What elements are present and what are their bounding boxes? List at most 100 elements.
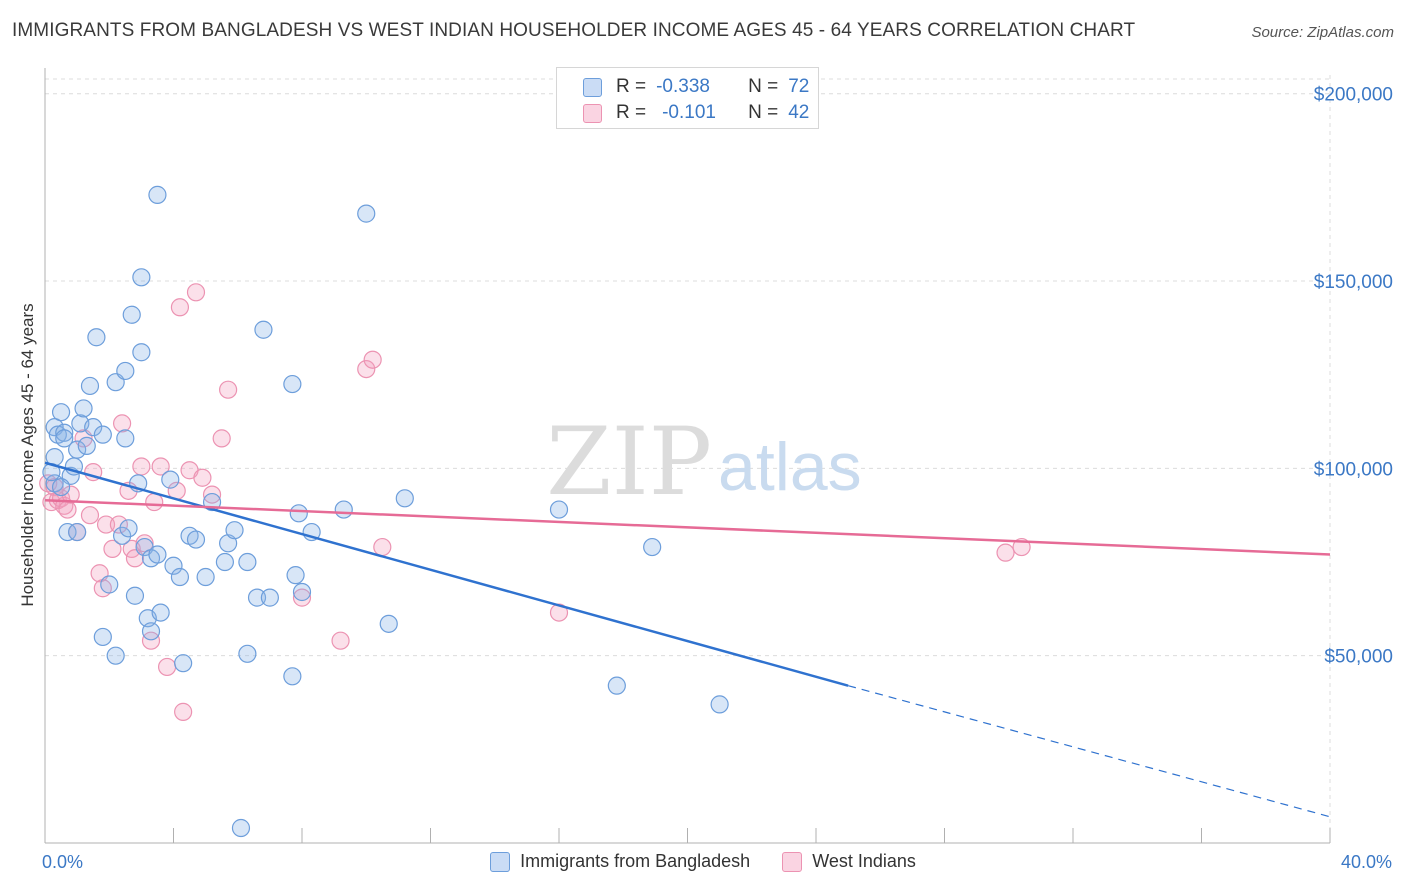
x-tick-min: 0.0% bbox=[42, 852, 84, 872]
bangladesh-point bbox=[334, 500, 353, 519]
west-indians-point bbox=[373, 537, 392, 557]
bangladesh-point bbox=[112, 526, 132, 545]
west-indians-point bbox=[103, 539, 122, 559]
bangladesh-point bbox=[225, 521, 244, 540]
bangladesh-point bbox=[51, 477, 71, 497]
bangladesh-point bbox=[68, 522, 87, 542]
bangladesh-point bbox=[247, 588, 267, 607]
bangladesh-point bbox=[119, 519, 138, 538]
bangladesh-point bbox=[77, 436, 96, 455]
bangladesh-point bbox=[607, 676, 626, 695]
watermark-zip: ZIP bbox=[546, 408, 712, 517]
bangladesh-point bbox=[80, 376, 100, 396]
bangladesh-point bbox=[238, 644, 257, 663]
west-indians-point bbox=[174, 702, 193, 721]
bangladesh-point bbox=[289, 504, 308, 523]
bangladesh-point bbox=[549, 500, 569, 519]
y-tick-label: $100,000 bbox=[1314, 459, 1393, 480]
legend-label-bangladesh: Immigrants from Bangladesh bbox=[520, 851, 751, 871]
bangladesh-point bbox=[231, 818, 251, 838]
legend-item-west-indians[interactable]: West Indians bbox=[782, 851, 916, 872]
bangladesh-point bbox=[87, 328, 106, 347]
west-indians-point bbox=[61, 485, 80, 504]
west-indians-point bbox=[549, 603, 569, 622]
r-value: -0.338 bbox=[656, 76, 710, 97]
source-label: Source: ZipAtlas.com bbox=[1251, 24, 1394, 41]
legend-item-bangladesh[interactable]: Immigrants from Bangladesh bbox=[490, 851, 750, 872]
west-indians-point bbox=[193, 468, 212, 487]
west-indians-point bbox=[132, 457, 151, 476]
bangladesh-point bbox=[254, 320, 273, 339]
trend-lines bbox=[44, 461, 1331, 818]
west-indians-point bbox=[58, 500, 77, 519]
west-indians-point bbox=[292, 588, 312, 607]
bangladesh-point bbox=[219, 534, 238, 553]
west-indians-point bbox=[996, 543, 1015, 562]
stats-row-bangladesh: R = -0.338 N = 72 bbox=[583, 75, 809, 99]
n-label: N = bbox=[748, 76, 779, 97]
legend-label-west-indians: West Indians bbox=[812, 851, 916, 871]
bangladesh-point bbox=[170, 567, 190, 587]
bangladesh-point bbox=[286, 566, 305, 585]
bangladesh-point bbox=[710, 695, 729, 714]
west-indians-point bbox=[145, 492, 164, 512]
bangladesh-point bbox=[132, 268, 151, 287]
watermark-atlas: atlas bbox=[718, 429, 862, 505]
y-tick-label: $50,000 bbox=[1324, 647, 1393, 668]
west-indians-swatch bbox=[583, 103, 602, 123]
west-indians-point bbox=[157, 657, 177, 677]
west-indians-point bbox=[331, 631, 350, 650]
west-indians-point bbox=[112, 414, 132, 433]
bangladesh-point bbox=[186, 530, 206, 549]
west-indians-point bbox=[109, 515, 128, 534]
bangladesh-point bbox=[55, 423, 74, 442]
west-indians-points bbox=[39, 283, 1031, 721]
bangladesh-point bbox=[122, 305, 141, 324]
bangladesh-point bbox=[51, 403, 71, 422]
west-indians-point bbox=[363, 350, 382, 369]
bangladesh-point bbox=[68, 440, 87, 459]
west-indians-point bbox=[357, 359, 376, 379]
chart-title: IMMIGRANTS FROM BANGLADESH VS WEST INDIA… bbox=[12, 20, 1136, 41]
west-indians-point bbox=[80, 506, 100, 525]
west-indians-point bbox=[170, 298, 190, 317]
n-label: N = bbox=[748, 102, 779, 123]
bangladesh-point bbox=[55, 429, 74, 448]
bangladesh-point bbox=[292, 582, 312, 602]
bangladesh-point bbox=[238, 552, 257, 572]
west-indians-point bbox=[151, 457, 170, 476]
r-label: R = bbox=[616, 102, 647, 123]
west-indians-point bbox=[219, 380, 238, 399]
bangladesh-point bbox=[283, 374, 302, 394]
x-tick-max: 40.0% bbox=[1340, 852, 1392, 872]
bangladesh-point bbox=[93, 627, 112, 647]
bangladesh-point bbox=[174, 654, 193, 673]
bangladesh-trend-extension bbox=[847, 685, 1331, 818]
y-tick-label: $150,000 bbox=[1314, 272, 1393, 293]
bangladesh-point bbox=[196, 567, 215, 587]
bangladesh-point bbox=[148, 185, 167, 204]
bangladesh-point bbox=[84, 418, 103, 437]
bangladesh-point bbox=[164, 556, 183, 575]
bangladesh-point bbox=[357, 204, 376, 223]
bangladesh-point bbox=[141, 622, 161, 641]
bangladesh-point bbox=[74, 399, 93, 418]
series-legend: Immigrants from Bangladesh West Indians bbox=[0, 851, 1406, 872]
bangladesh-point bbox=[132, 343, 151, 362]
bangladesh-point bbox=[643, 537, 662, 557]
bangladesh-trend-line bbox=[44, 461, 849, 687]
bangladesh-point bbox=[161, 470, 180, 489]
bangladesh-point bbox=[215, 552, 234, 572]
axes bbox=[44, 68, 1331, 844]
r-label: R = bbox=[616, 76, 647, 97]
y-tick-label: $200,000 bbox=[1314, 85, 1393, 106]
bangladesh-legend-swatch bbox=[490, 851, 511, 872]
west-indians-point bbox=[96, 515, 116, 534]
bangladesh-point bbox=[116, 429, 135, 448]
west-indians-point bbox=[141, 631, 161, 650]
bangladesh-point bbox=[58, 522, 77, 542]
stats-legend: R = -0.338 N = 72 R = -0.101 N = 42 bbox=[556, 67, 819, 129]
bangladesh-point bbox=[116, 361, 135, 381]
bangladesh-point bbox=[100, 575, 119, 594]
west-indians-trend-line bbox=[44, 498, 1331, 556]
